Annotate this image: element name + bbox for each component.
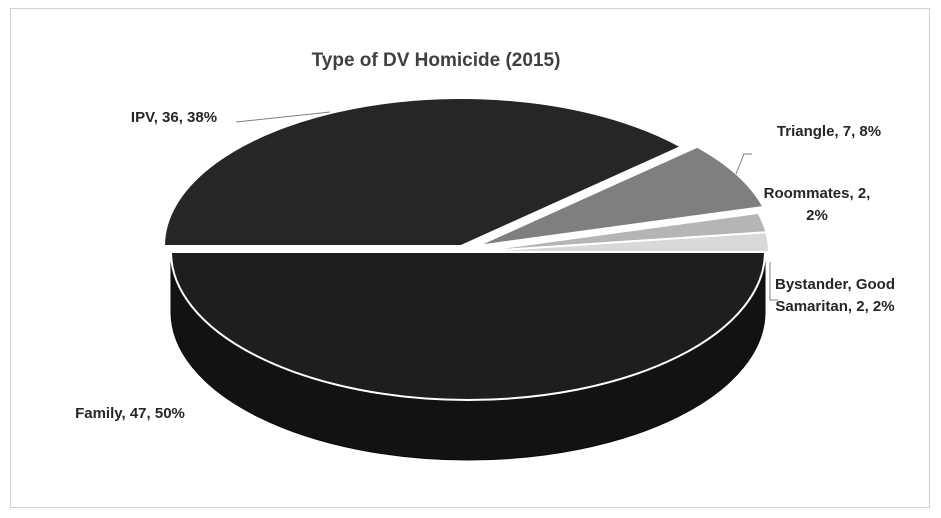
data-label-triangle: Triangle, 7, 8% [777,123,881,140]
slice-ipv [163,97,683,247]
leader-bystander-good-samaritan [769,262,778,301]
slice-bystander-good-samaritan [471,231,770,253]
data-label-roommates: Roommates, 2, 2% [764,185,871,224]
leader-triangle [735,153,752,175]
data-label-bystander-good-samaritan: Bystander, Good Samaritan, 2, 2% [775,276,895,315]
data-label-family: Family, 47, 50% [75,405,185,422]
pie-slices [163,97,770,401]
data-labels: Family, 47, 50% IPV, 36, 38% Triangle, 7, … [75,109,895,422]
label-leaders [235,111,778,301]
data-label-ipv: IPV, 36, 38% [131,109,217,126]
slice-family [170,251,766,401]
chart-title: Type of DV Homicide (2015) [312,50,561,71]
slice-triangle [476,145,765,247]
leader-ipv [235,111,331,123]
